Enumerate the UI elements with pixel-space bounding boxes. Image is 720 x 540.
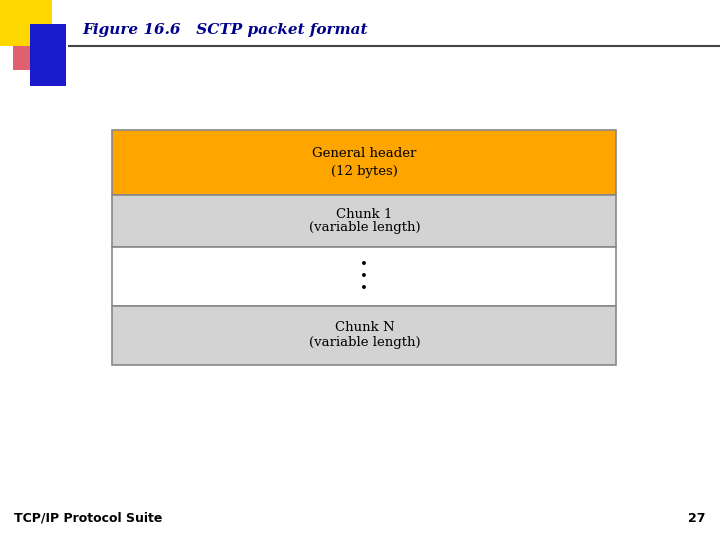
Text: Chunk 1: Chunk 1 — [336, 208, 392, 221]
Text: (12 bytes): (12 bytes) — [331, 165, 397, 178]
Text: (variable length): (variable length) — [308, 221, 420, 234]
Text: Figure 16.6   SCTP packet format: Figure 16.6 SCTP packet format — [83, 23, 369, 37]
Bar — [112, 195, 616, 247]
Text: Chunk N: Chunk N — [335, 321, 394, 334]
Text: (variable length): (variable length) — [308, 336, 420, 349]
Text: •: • — [361, 282, 368, 295]
Text: General header: General header — [312, 147, 416, 160]
Text: •: • — [361, 270, 368, 283]
Bar — [13, 30, 37, 70]
Bar — [0, 0, 52, 46]
Bar — [112, 247, 616, 306]
Bar — [112, 130, 616, 195]
Text: TCP/IP Protocol Suite: TCP/IP Protocol Suite — [14, 512, 163, 525]
Text: 27: 27 — [688, 512, 706, 525]
Text: •: • — [361, 258, 368, 271]
Bar — [30, 24, 66, 86]
Bar — [112, 306, 616, 365]
